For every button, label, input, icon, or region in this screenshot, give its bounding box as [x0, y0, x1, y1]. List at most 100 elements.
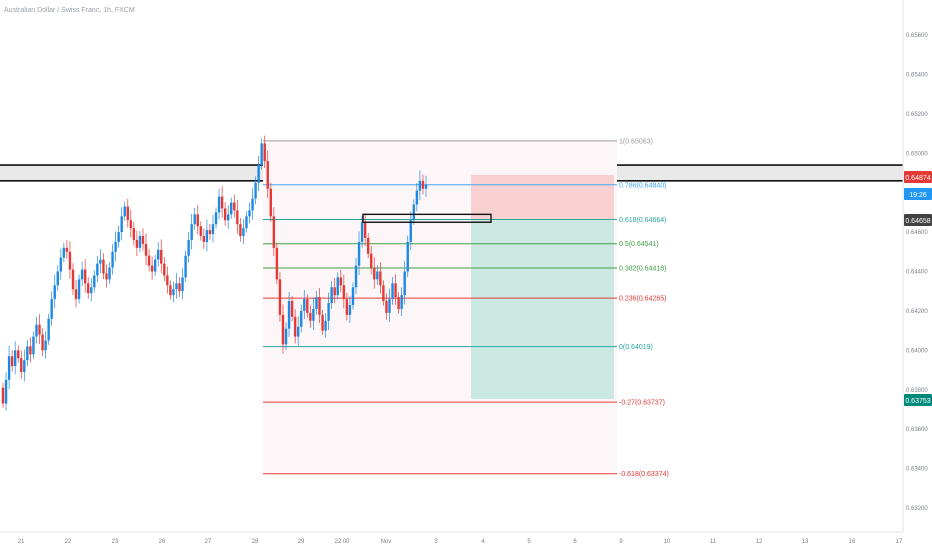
candle-body	[360, 222, 364, 242]
candle-body	[114, 241, 117, 252]
candle-body	[178, 283, 181, 292]
candle-body	[254, 182, 257, 199]
candle-body	[175, 283, 178, 290]
price-tick-label: 0.65200	[906, 112, 928, 118]
candle-body	[293, 316, 297, 337]
candle-body	[226, 214, 230, 221]
candle-body	[412, 204, 416, 221]
fib-retracement-levels[interactable]: 1(0.65063) 0.786(0.64840) 0.618(0.64664) 0.…	[263, 138, 669, 478]
price-tick-label: 0.63200	[906, 506, 928, 512]
candle-body	[211, 224, 215, 235]
candle-body	[351, 287, 355, 306]
candle-body	[403, 271, 406, 296]
time-tick-label: Nov	[381, 539, 392, 545]
time-tick-label: 11	[710, 539, 717, 545]
candle-body	[327, 303, 330, 321]
candle-body	[126, 206, 129, 221]
candle-body	[345, 299, 349, 315]
fib-level-label: -0.27(0.63737)	[619, 400, 665, 407]
candle-body	[376, 271, 379, 280]
candle-body	[41, 334, 44, 351]
candle-body	[409, 220, 412, 242]
candle-body	[202, 236, 206, 242]
price-tick-label: 0.65400	[906, 72, 928, 78]
candle-body	[35, 324, 38, 337]
time-tick-label: 22	[65, 539, 72, 545]
candle-body	[172, 289, 175, 296]
candle-body	[394, 283, 397, 298]
time-tick-label: 5	[527, 539, 531, 545]
candle-body	[199, 226, 203, 237]
candle-body	[160, 249, 163, 264]
candle-body	[53, 285, 56, 300]
fib-level-label: 0.5(0.64541)	[619, 241, 659, 248]
candle-body	[342, 285, 346, 300]
candle-body	[348, 305, 352, 315]
candle-body	[141, 236, 145, 244]
candle-body	[260, 143, 263, 166]
candle-body	[29, 346, 32, 355]
time-tick-label: 13	[802, 539, 809, 545]
time-tick-label: 9	[619, 539, 623, 545]
candle-body	[147, 255, 151, 266]
candle-body	[93, 275, 96, 288]
candle-body	[263, 143, 266, 162]
candle-body	[80, 269, 84, 280]
candle-body	[26, 346, 29, 361]
candle-body	[77, 279, 81, 300]
candle-body	[38, 324, 41, 335]
candle-body	[157, 249, 160, 260]
candle-body	[153, 259, 157, 272]
candle-body	[406, 241, 409, 272]
candle-body	[1, 387, 5, 404]
candle-body	[217, 196, 221, 213]
candle-body	[354, 265, 358, 288]
candle-body	[166, 275, 169, 286]
candle-body	[196, 214, 199, 227]
short-position-stop-zone[interactable]	[471, 174, 614, 221]
candle-body	[83, 269, 87, 284]
price-badge-current-text: 0.64658	[905, 218, 930, 225]
time-tick-label: 16	[849, 539, 856, 545]
price-badge-resistance: 0.64874	[904, 171, 932, 183]
candle-body	[242, 228, 245, 237]
candle-body	[190, 224, 193, 240]
time-tick-label: 12	[756, 539, 763, 545]
candle-body	[251, 198, 254, 211]
price-badge-target-text: 0.63753	[905, 398, 930, 405]
candle-body	[382, 285, 385, 302]
time-axis[interactable]: 21 22 23 26 27 28 29 22:00 Nov 3 4 5 6 9 10 11 12 13 16 17	[18, 539, 903, 545]
price-axis[interactable]: 0.656000.654000.652000.650000.648000.646…	[906, 33, 928, 512]
candle-body	[102, 259, 105, 274]
candle-body	[275, 247, 279, 280]
candle-body	[50, 299, 53, 319]
fib-level-label: 0.236(0.64265)	[619, 296, 666, 303]
candle-body	[388, 299, 391, 313]
candle-body	[132, 228, 136, 240]
time-tick-label: 17	[896, 539, 903, 545]
candle-body	[74, 289, 78, 300]
candle-body	[397, 297, 400, 309]
candle-body	[223, 208, 227, 221]
candle-body	[120, 216, 123, 233]
candle-body	[333, 287, 336, 296]
fib-level-label: -0.618(0.63374)	[619, 471, 669, 478]
candle-body	[421, 180, 425, 189]
candle-body	[59, 257, 63, 272]
support-box[interactable]	[362, 213, 492, 223]
price-tick-label: 0.64000	[906, 348, 928, 354]
short-position-target-zone[interactable]	[471, 220, 614, 400]
candle-body	[296, 326, 300, 337]
time-tick-label: 6	[573, 539, 577, 545]
fib-level-label: 0.382(0.64418)	[619, 265, 666, 272]
time-tick-label: 10	[664, 539, 671, 545]
candle-body	[20, 358, 23, 373]
candle-body	[138, 236, 142, 248]
candle-body	[306, 299, 309, 313]
candle-body	[7, 356, 11, 380]
time-tick-label: 3	[434, 539, 438, 545]
candle-body	[23, 360, 26, 373]
candle-body	[4, 379, 8, 404]
candle-body	[415, 190, 419, 205]
